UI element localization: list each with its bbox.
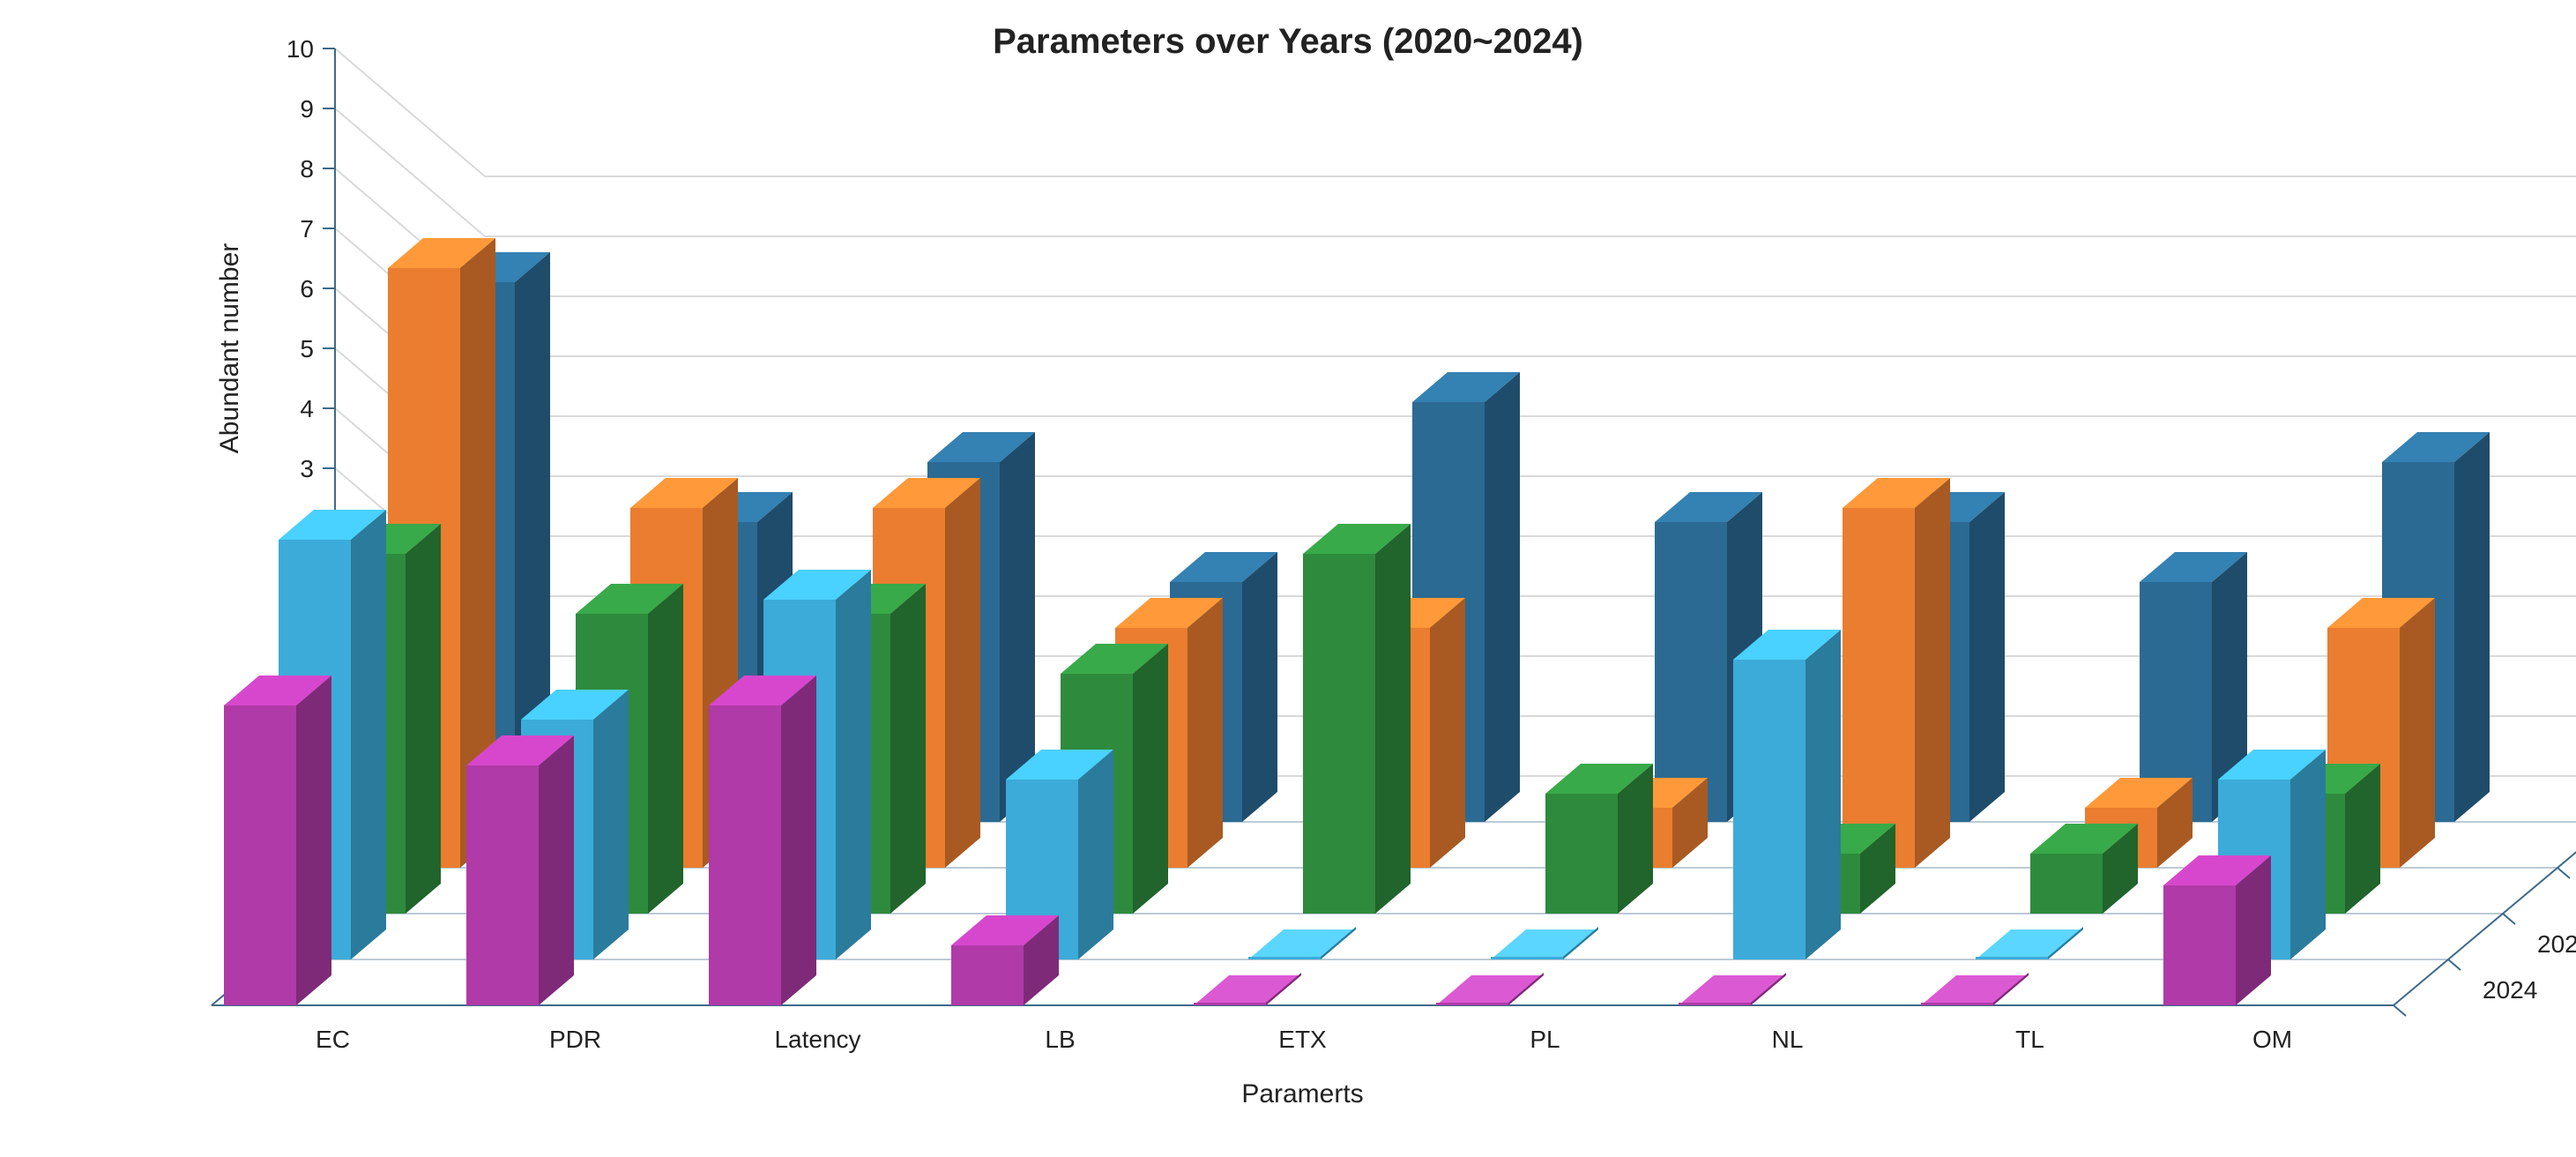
bar — [1194, 973, 1301, 1005]
bar3d-chart: Parameters over Years (2020~2024)0123456… — [0, 0, 2576, 1157]
bar — [466, 735, 574, 1005]
y-tick-label: 5 — [300, 335, 314, 362]
bar — [1303, 524, 1411, 914]
y-tick-label: 3 — [300, 455, 314, 482]
x-tick-label: PL — [1530, 1026, 1560, 1053]
bar — [1679, 973, 1786, 1005]
x-tick-label: TL — [2015, 1026, 2044, 1053]
series-label: 2023 — [2537, 930, 2576, 958]
y-axis-label: Abundant number — [215, 243, 244, 454]
bar — [1843, 478, 1950, 868]
chart-title: Parameters over Years (2020~2024) — [993, 22, 1583, 61]
chart-container: Parameters over Years (2020~2024)0123456… — [0, 0, 2576, 1157]
bar — [1545, 764, 1653, 914]
bar — [2163, 855, 2271, 1005]
bar — [2030, 824, 2138, 914]
x-tick-label: NL — [1772, 1026, 1804, 1053]
bar — [1921, 973, 2029, 1005]
x-tick-label: OM — [2252, 1026, 2292, 1053]
x-tick-label: LB — [1045, 1026, 1075, 1053]
bar — [951, 915, 1059, 1005]
bar — [709, 676, 816, 1005]
x-axis-label: Paramerts — [1241, 1079, 1363, 1108]
bar — [1436, 973, 1544, 1005]
bar — [1733, 630, 1841, 959]
x-tick-label: PDR — [549, 1026, 601, 1053]
y-tick-label: 9 — [300, 95, 314, 123]
series-label: 2024 — [2483, 976, 2537, 1004]
y-tick-label: 4 — [300, 395, 314, 422]
x-tick-label: ETX — [1278, 1026, 1327, 1053]
bar — [224, 676, 331, 1005]
bar — [1976, 927, 2083, 959]
y-tick-label: 10 — [287, 35, 314, 63]
y-tick-label: 6 — [300, 275, 314, 302]
x-tick-label: EC — [316, 1026, 350, 1053]
x-tick-label: Latency — [774, 1026, 860, 1053]
bar — [1491, 927, 1598, 959]
y-tick-label: 7 — [300, 215, 314, 243]
bar — [1248, 927, 1356, 959]
y-tick-label: 8 — [300, 155, 314, 183]
